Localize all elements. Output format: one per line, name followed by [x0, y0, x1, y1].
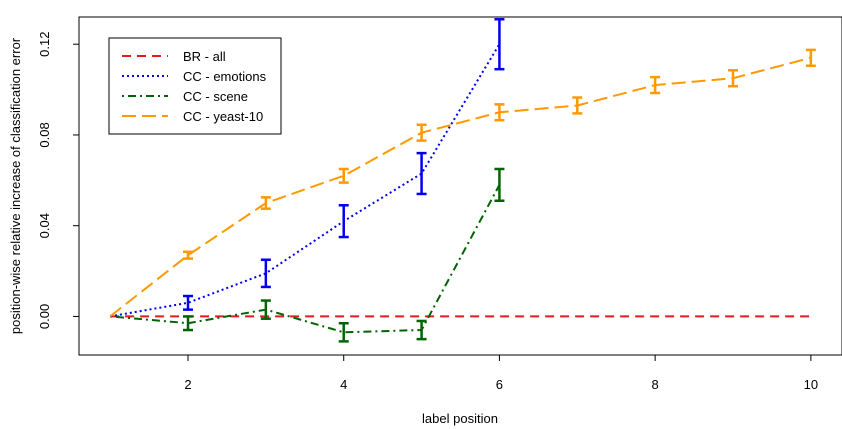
- plot-frame: [78, 16, 842, 356]
- x-tick-label: 6: [496, 377, 503, 392]
- y-tick-label: 0.04: [37, 213, 52, 238]
- legend-label: BR - all: [183, 49, 226, 64]
- legend: BR - all CC - emotions CC - scene CC - yeas…: [108, 37, 282, 135]
- y-tick-label: 0.12: [37, 32, 52, 57]
- series-2: [110, 167, 505, 343]
- legend-label: CC - yeast-10: [183, 109, 263, 124]
- series-3: [109, 48, 816, 318]
- y-tick-label: 0.08: [37, 122, 52, 147]
- y-tick-label: 0.00: [37, 304, 52, 329]
- x-axis-label: label position: [422, 411, 498, 426]
- legend-label: CC - scene: [183, 89, 248, 104]
- series-line: [109, 56, 812, 318]
- x-tick-label: 4: [340, 377, 347, 392]
- legend-box: [108, 37, 282, 135]
- y-axis-label: position-wise relative increase of class…: [8, 37, 23, 334]
- series-layer: [109, 18, 816, 343]
- series-1: [109, 18, 505, 318]
- legend-label: CC - emotions: [183, 69, 267, 84]
- x-tick-label: 8: [652, 377, 659, 392]
- series-line: [110, 184, 501, 334]
- series-line: [109, 43, 501, 318]
- axes: 2 4 6 8 10 0.00 0.04 0.08 0.12: [37, 32, 818, 392]
- x-tick-label: 2: [184, 377, 191, 392]
- x-tick-label: 10: [804, 377, 818, 392]
